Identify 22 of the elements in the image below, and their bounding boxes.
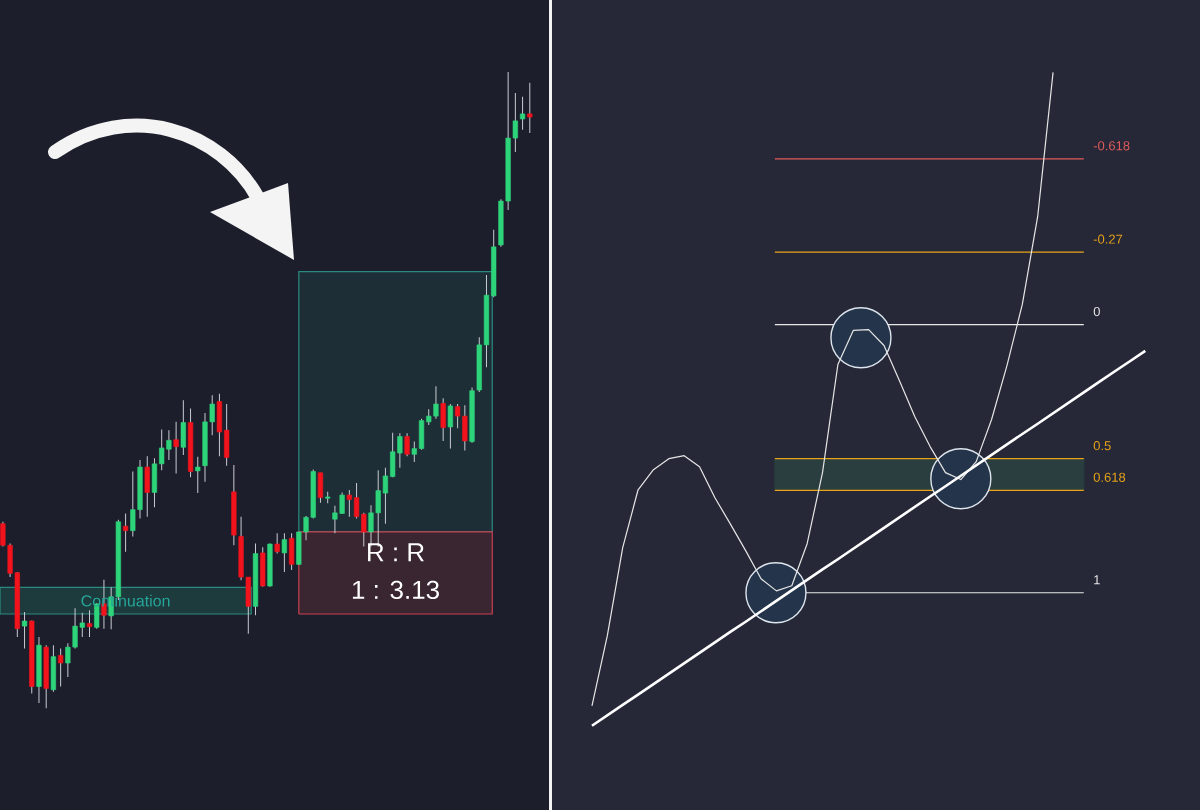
ref-line-label: 0 bbox=[1093, 306, 1100, 317]
candlestick bbox=[404, 432, 410, 457]
candlestick bbox=[195, 456, 201, 494]
candlestick bbox=[447, 403, 453, 450]
candlestick bbox=[527, 82, 533, 134]
candlestick bbox=[411, 441, 417, 463]
annotation: R : R bbox=[368, 543, 424, 562]
ref-line-label: 0.618 bbox=[1093, 472, 1126, 482]
ref-line-label: 0.5 bbox=[1093, 441, 1111, 451]
ref-line-label: 1 bbox=[1094, 575, 1100, 585]
candlestick bbox=[173, 421, 179, 474]
candlestick bbox=[58, 647, 64, 688]
annotation: 1 : 3.13 bbox=[352, 580, 439, 600]
candlestick bbox=[122, 512, 129, 553]
candlestick bbox=[519, 96, 526, 131]
candlestick bbox=[281, 532, 287, 573]
candlestick bbox=[21, 611, 28, 649]
candlestick bbox=[346, 489, 352, 518]
ref-line-label: -0.618 bbox=[1093, 141, 1130, 151]
candlestick bbox=[274, 532, 280, 555]
ref-line-label: -0.27 bbox=[1093, 234, 1123, 244]
candlestick bbox=[86, 609, 93, 638]
